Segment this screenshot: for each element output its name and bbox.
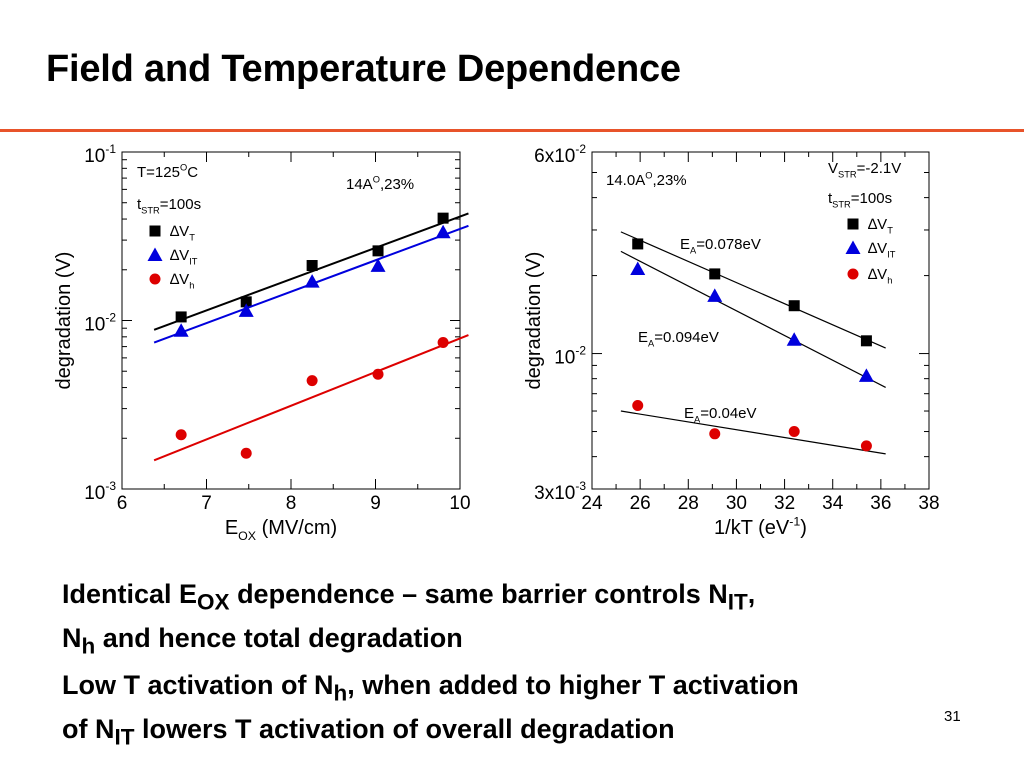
right-data-point-square [860,335,872,347]
left-data-point-square [437,212,449,224]
right-annotation-ea-t: EA=0.078eV [680,236,761,256]
right-fit-line-triangle [620,250,886,388]
left-data-point-triangle [173,323,189,337]
right-data-point-square [709,268,721,280]
left-x-tick-label: 6 [117,493,128,514]
right-x-tick-label: 26 [630,493,651,514]
left-legend-label: ∆VIT [170,247,198,267]
left-x-tick-label: 7 [201,493,212,514]
right-fit-line-circle [620,410,886,455]
right-legend-header: VSTR=-2.1V [828,160,901,180]
left-legend-marker-triangle [147,247,163,261]
right-data-point-triangle [786,332,802,346]
left-data-point-triangle [370,258,386,272]
right-legend-marker-circle [847,268,859,280]
left-x-axis-label: EOX (MV/cm) [225,517,337,543]
left-y-tick-label: 10-2 [84,311,116,336]
right-legend-label: ∆VIT [868,240,896,260]
title-divider [0,129,1024,132]
right-y-axis-label: degradation (V) [523,252,545,390]
right-data-point-square [788,300,800,312]
right-x-tick-label: 28 [678,493,699,514]
right-x-tick-label: 30 [726,493,747,514]
right-annotation-ea-h: EA=0.04eV [684,405,757,425]
left-data-point-circle [437,337,449,349]
left-data-point-triangle [304,274,320,288]
left-data-point-square [240,296,252,308]
slide-title: Field and Temperature Dependence [46,48,681,90]
left-annotation-cond: 14AO,23% [346,175,414,193]
left-legend-marker-circle [149,273,161,285]
right-y-tick-label: 3x10-3 [534,479,586,504]
right-x-tick-label: 34 [822,493,844,514]
right-data-point-circle [632,400,644,412]
left-data-point-triangle [435,224,451,239]
right-legend-label: ∆Vh [868,266,892,286]
bullet-text-2: Low T activation of Nh, when added to hi… [62,670,799,750]
right-x-tick-label: 24 [581,493,603,514]
right-y-tick-label: 10-2 [554,344,586,369]
left-legend-header: tSTR=100s [137,196,201,216]
left-data-point-circle [306,375,318,387]
right-legend-marker-triangle [845,240,861,254]
left-fit-line-circle [153,334,469,462]
right-data-point-circle [788,426,800,438]
page-number: 31 [944,708,961,725]
left-data-point-circle [240,447,252,459]
right-data-point-triangle [858,368,874,382]
left-legend-label: ∆Vh [170,271,194,291]
right-x-tick-label: 36 [870,493,891,514]
right-fit-line-square [620,231,886,349]
left-data-point-square [306,260,318,272]
right-y-tick-label: 6x10-2 [534,142,586,167]
left-fit-line-square [153,212,469,331]
left-data-point-circle [372,368,384,380]
left-legend-marker-square [149,225,161,237]
left-data-point-triangle [238,303,254,317]
right-data-point-circle [709,428,721,440]
right-x-tick-label: 38 [918,493,939,514]
left-data-point-square [175,311,187,323]
left-x-tick-label: 10 [449,493,470,514]
left-x-tick-label: 8 [286,493,297,514]
left-legend-label: ∆VT [170,223,195,243]
left-y-axis-label: degradation (V) [53,252,75,390]
left-y-tick-label: 10-3 [84,479,116,504]
left-x-tick-label: 9 [370,493,381,514]
right-x-axis-label: 1/kT (eV-1) [714,515,807,539]
right-x-tick-label: 32 [774,493,795,514]
left-legend-header: T=125OC [137,163,198,181]
right-legend-label: ∆VT [868,216,893,236]
right-data-point-triangle [630,261,646,276]
right-legend-header: tSTR=100s [828,190,892,210]
right-data-point-square [632,238,644,250]
right-legend-marker-square [847,218,859,230]
right-data-point-circle [860,440,872,452]
bullet-text-1: Identical EOX dependence – same barrier … [62,579,756,659]
left-y-tick-label: 10-1 [84,142,116,167]
left-data-point-square [372,245,384,257]
left-data-point-circle [175,429,187,441]
right-annotation-cond: 14.0AO,23% [606,171,687,189]
right-data-point-triangle [707,288,723,302]
right-annotation-ea-it: EA=0.094eV [638,329,719,349]
